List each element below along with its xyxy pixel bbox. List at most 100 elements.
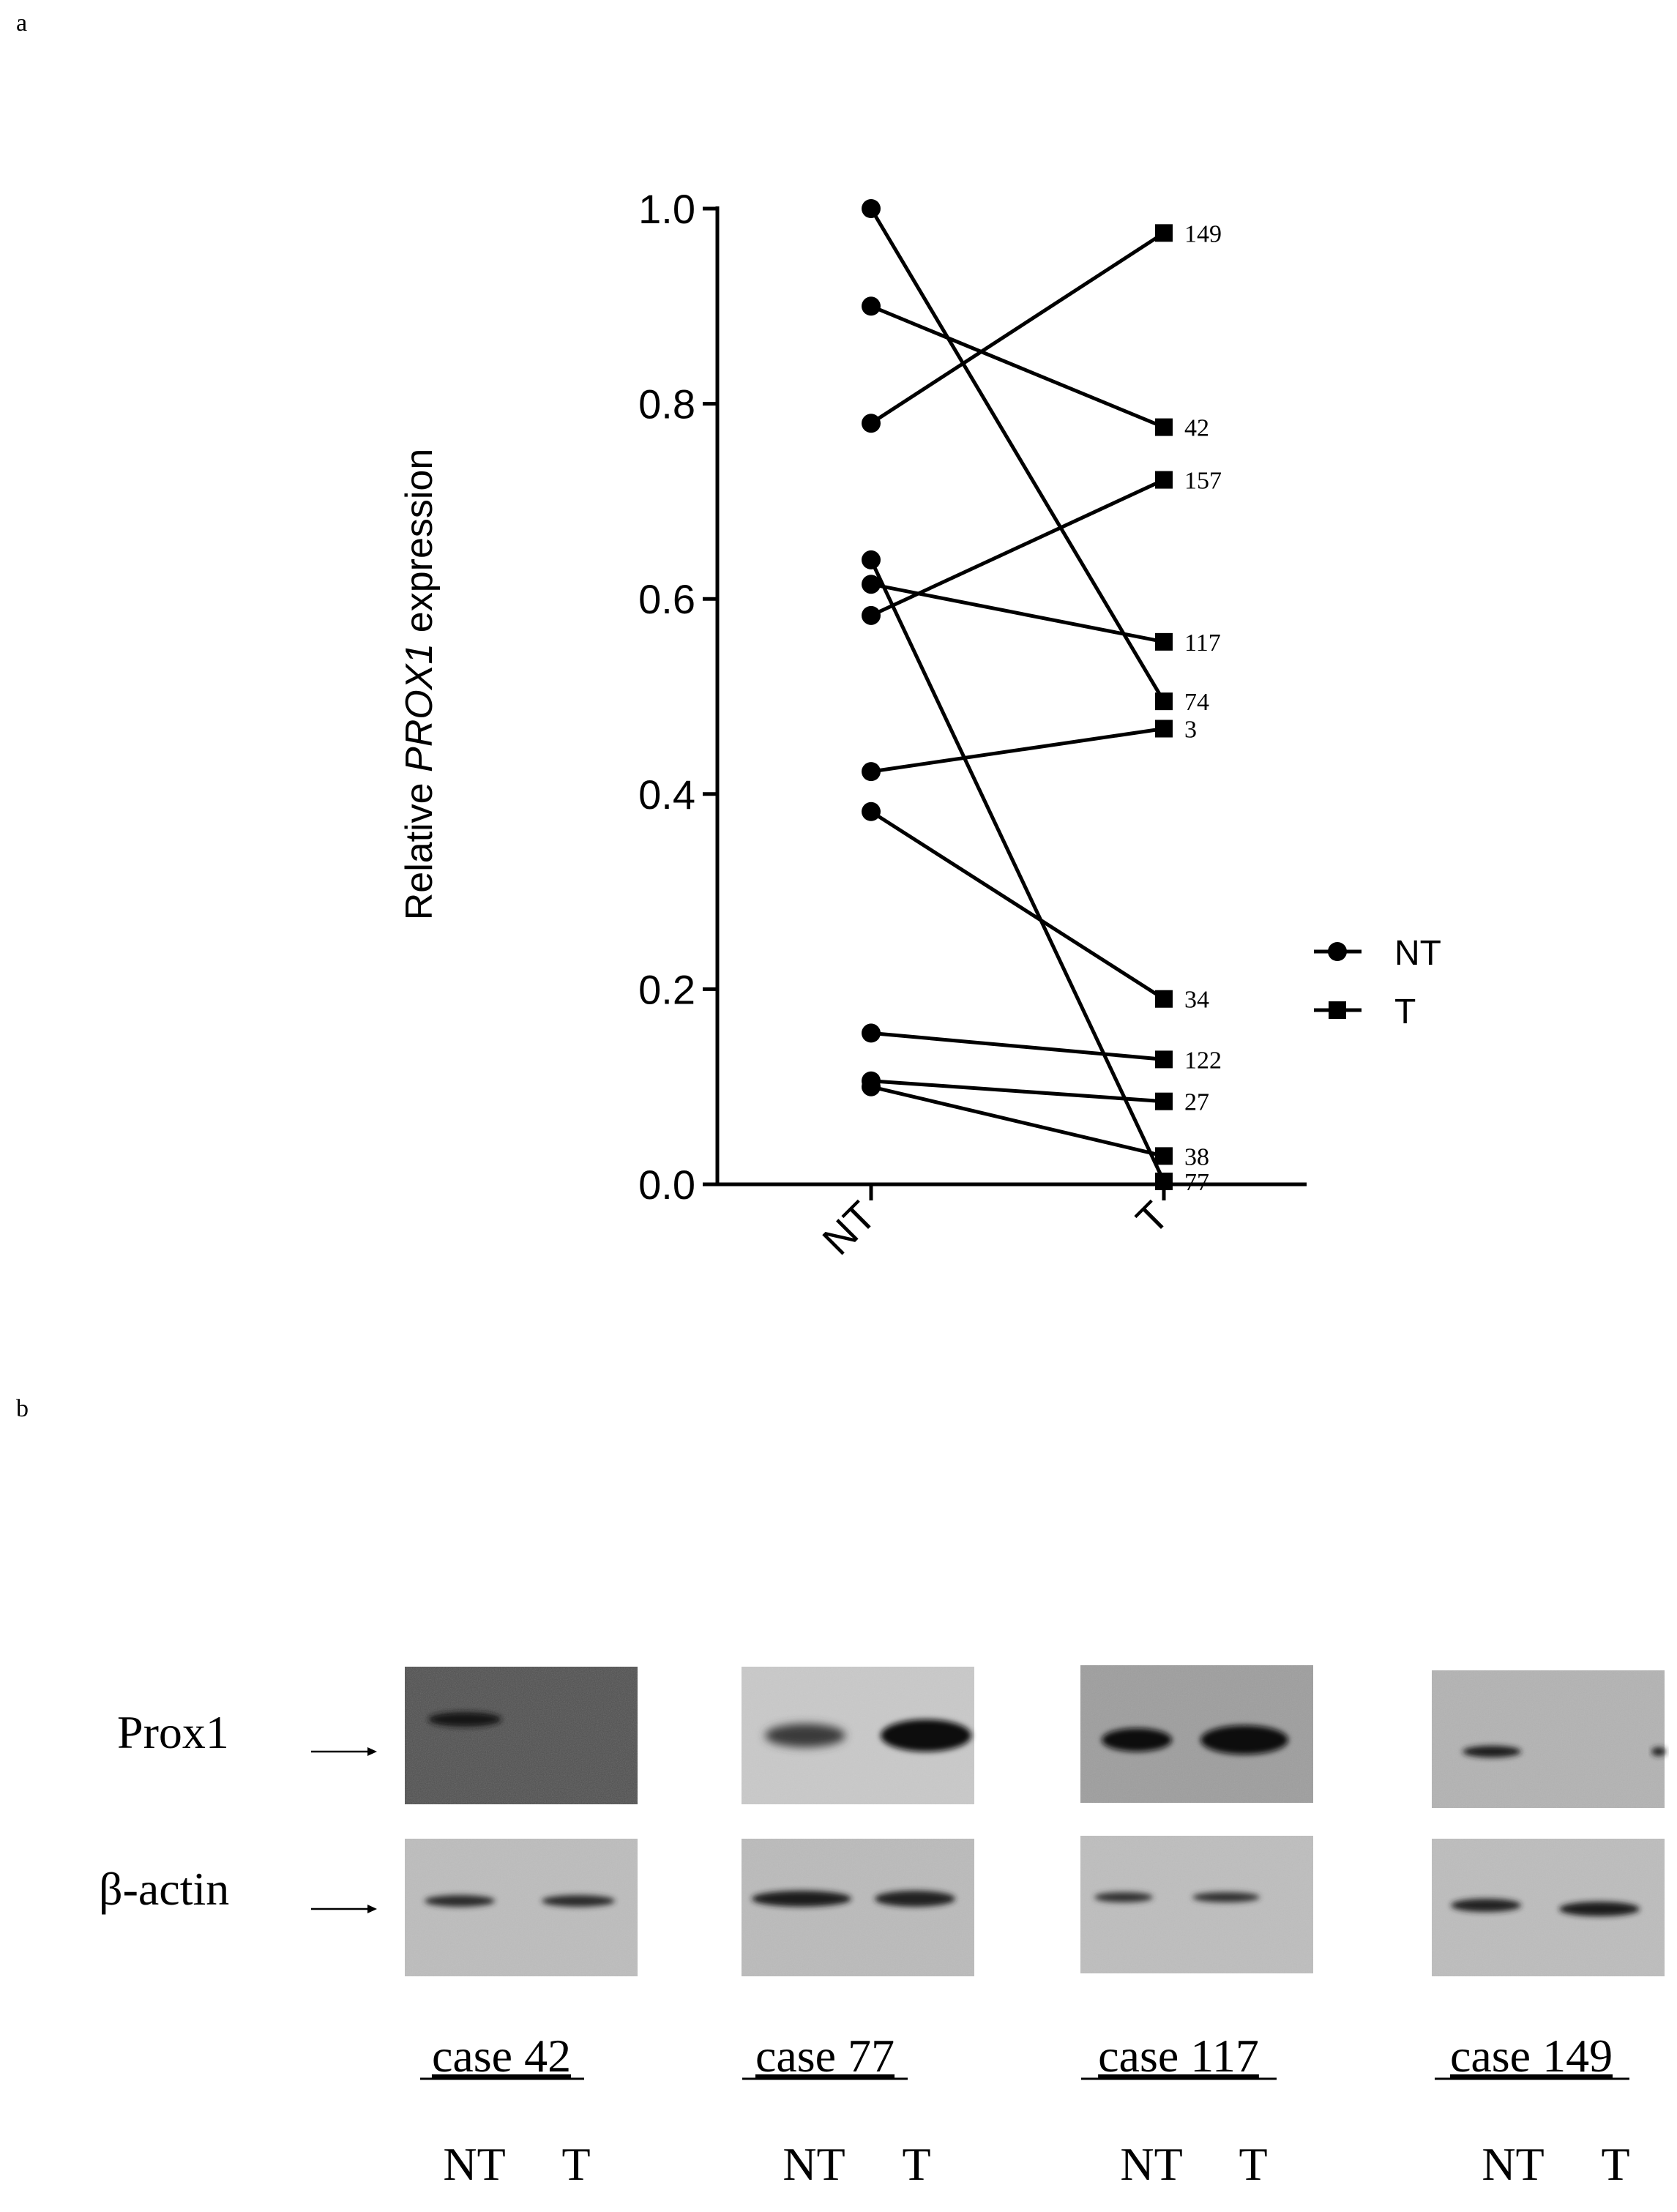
t-point-case-34 [1155,990,1173,1008]
lane-label-t-149: T [1601,2138,1629,2190]
nt-points [862,199,881,1096]
prox1-band-case-117-t [1200,1725,1288,1755]
y-tick-label: 0.2 [638,966,695,1012]
t-point-case-122 [1155,1050,1173,1069]
actin-band-case-117-t [1192,1892,1260,1902]
case-label-157: 157 [1184,468,1222,495]
nt-point-case-38 [862,1077,881,1096]
prox1-band-case-77-nt [765,1724,845,1747]
pair-line-case-3 [870,727,1165,774]
case-label-117: case 117 [1098,2030,1259,2082]
row-label-actin: β-actin [99,1863,229,1915]
prox1-band-case-77-t [881,1719,971,1752]
legend-nt-marker [1328,942,1347,961]
y-tick-label: 0.8 [638,381,695,427]
x-tick-label-nt: NT [813,1192,884,1263]
legend: NT T [1314,934,1441,1031]
case-label-42: case 42 [432,2030,571,2082]
t-point-case-117 [1155,632,1173,651]
pair-line-case-74 [869,207,1166,703]
actin-band-case-77-nt [752,1891,851,1907]
legend-nt-label: NT [1394,934,1441,973]
case-label-149: 149 [1184,220,1222,247]
y-tick-label: 0.0 [638,1162,695,1208]
nt-point-case-42 [862,296,881,316]
panel-a-label: a [16,10,27,37]
prox1-band-case-149-nt [1463,1746,1521,1757]
lane-label-t-42: T [561,2138,590,2190]
y-axis-label: Relative PROX1 expression [398,449,441,921]
nt-point-case-3 [862,762,881,782]
pair-line-case-38 [870,1085,1165,1158]
prox1-band-case-42-nt [428,1712,501,1727]
pair-line-case-27 [870,1079,1165,1104]
lane-label-nt-117: NT [1120,2138,1182,2190]
case-label-77: case 77 [755,2030,894,2082]
case-label-27: 27 [1184,1089,1209,1116]
pair-line-case-34 [870,810,1165,1001]
case-label-149: case 149 [1450,2030,1613,2082]
western-blot: Prox1 β-actin [99,1665,1666,2190]
prox1-band-case-149-t [1651,1747,1666,1756]
t-point-case-149 [1155,224,1173,242]
nt-point-case-122 [862,1023,881,1043]
t-point-case-3 [1155,720,1173,738]
y-tick-label: 0.4 [638,771,695,818]
t-point-case-157 [1155,471,1173,489]
t-point-case-42 [1155,418,1173,436]
prox1-band-case-117-nt [1102,1728,1172,1752]
y-tick-label: 0.6 [638,576,695,622]
lane-label-t-77: T [902,2138,930,2190]
pair-line-case-42 [870,304,1165,429]
paired-lines [869,207,1166,1183]
chart: Relative PROX1 expression 0.0 0.2 0.4 0.6 0.… [398,186,1441,1263]
t-points [1155,224,1173,1191]
lane-label-nt-77: NT [783,2138,845,2190]
nt-point-case-157 [862,605,881,625]
y-ticks: 0.0 0.2 0.4 0.6 0.8 1.0 [638,186,717,1208]
case-label-38: 38 [1184,1143,1209,1170]
t-point-case-27 [1155,1092,1173,1110]
x-tick-label-t: T [1127,1192,1178,1243]
case-label-42: 42 [1184,415,1209,442]
t-point-case-38 [1155,1147,1173,1165]
x-ticks: NT T [813,1184,1177,1263]
blot-case-149 [1432,1670,1666,1976]
nt-point-case-117 [862,575,881,594]
actin-band-case-117-nt [1094,1892,1153,1902]
lane-label-nt-149: NT [1482,2138,1544,2190]
case-label-77: 77 [1184,1169,1209,1196]
t-point-case-77 [1155,1173,1173,1191]
actin-band-case-42-t [542,1895,615,1907]
actin-band-case-149-nt [1451,1899,1521,1912]
pair-line-case-122 [870,1031,1165,1061]
t-point-case-74 [1155,692,1173,711]
actin-band-case-77-t [875,1891,955,1907]
pair-line-case-117 [870,582,1165,644]
pair-line-case-157 [870,478,1165,618]
legend-item-t: T [1314,993,1416,1031]
blot-case-117 [1080,1665,1313,1973]
blot-case-77 [742,1667,974,1976]
case-label-122: 122 [1184,1047,1222,1074]
legend-t-marker [1329,1001,1346,1019]
case-label-34: 34 [1184,987,1209,1014]
lane-label-nt-42: NT [443,2138,505,2190]
actin-band-case-149-t [1559,1902,1640,1916]
nt-point-case-77 [862,550,881,569]
case-label-3: 3 [1184,716,1197,743]
arrow-prox1 [311,1747,377,1756]
lane-label-t-117: T [1239,2138,1267,2190]
pair-line-case-77 [869,558,1166,1183]
case-label-74: 74 [1184,689,1209,716]
nt-point-case-149 [862,414,881,433]
row-label-prox1: Prox1 [117,1706,229,1758]
legend-item-nt: NT [1314,934,1441,973]
actin-band-case-42-nt [425,1895,495,1907]
pair-line-case-149 [870,231,1165,425]
blot-case-42 [405,1667,638,1976]
panel-b-label: b [16,1395,29,1422]
arrow-actin [311,1905,377,1913]
